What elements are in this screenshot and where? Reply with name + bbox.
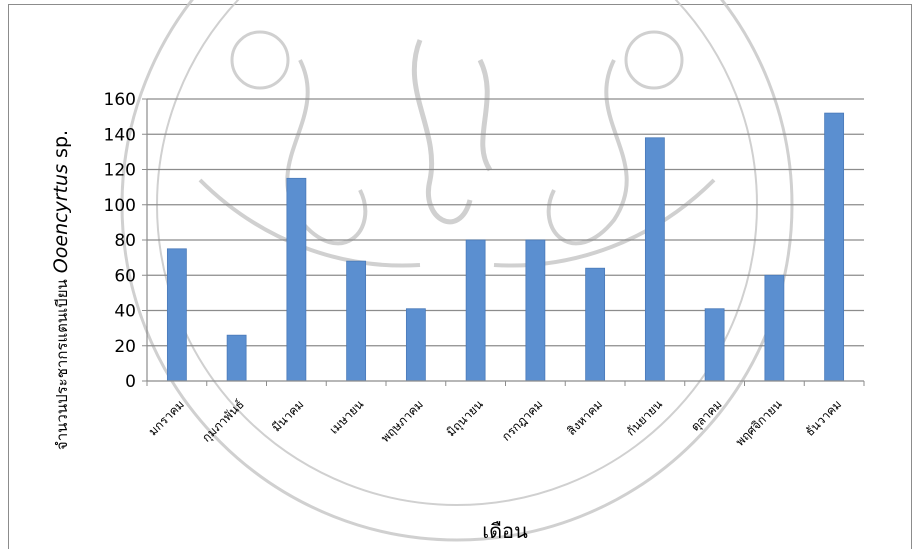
x-tick-label: มีนาคม bbox=[269, 397, 306, 434]
y-tick-label: 120 bbox=[104, 161, 136, 181]
bar bbox=[764, 274, 785, 382]
y-tick-label: 100 bbox=[104, 196, 136, 216]
x-tick-label: สิงหาคม bbox=[564, 397, 605, 438]
bar bbox=[644, 137, 665, 382]
x-tick-label: เมษายน bbox=[327, 397, 367, 437]
x-tick-label: พฤษภาคม bbox=[378, 397, 426, 445]
x-tick-label: กรกฎาคม bbox=[499, 397, 545, 443]
bar bbox=[346, 260, 367, 382]
x-tick-label: พฤศจิกายน bbox=[733, 397, 785, 449]
y-tick-labels: 0 20 40 60 80 100 120 140 160 bbox=[104, 90, 136, 392]
y-tick-label: 20 bbox=[114, 337, 136, 357]
bar bbox=[585, 267, 606, 382]
bar bbox=[824, 112, 845, 382]
y-tick-label: 80 bbox=[114, 231, 136, 251]
gridlines bbox=[142, 98, 864, 382]
y-tick-label: 140 bbox=[104, 125, 136, 145]
bar bbox=[525, 239, 546, 382]
y-tick-label: 160 bbox=[104, 90, 136, 110]
x-tick-labels: มกราคม กุมภาพันธ์ มีนาคม เมษายน พฤษภาคม มิถุน… bbox=[146, 381, 865, 449]
bar bbox=[286, 177, 307, 382]
bar bbox=[226, 334, 247, 382]
x-tick-label: กันยายน bbox=[624, 397, 665, 438]
bars bbox=[166, 112, 845, 382]
x-tick-label: กุมภาพันธ์ bbox=[199, 397, 247, 445]
y-tick-label: 40 bbox=[114, 302, 136, 322]
y-tick-label: 0 bbox=[125, 372, 136, 392]
x-axis-label: เดือน bbox=[482, 519, 528, 543]
x-tick-label: มิถุนายน bbox=[444, 397, 487, 440]
y-tick-label: 60 bbox=[114, 266, 136, 286]
x-tick-label: มกราคม bbox=[146, 397, 187, 438]
bar bbox=[405, 308, 426, 382]
x-tick-label: ตุลาคม bbox=[688, 397, 725, 434]
y-axis-label: จำนวนประชากรแตนเบียนOoencyrtus sp. bbox=[50, 130, 72, 450]
bar bbox=[166, 248, 187, 382]
bar bbox=[704, 308, 725, 382]
bar bbox=[465, 239, 486, 382]
x-tick-label: ธันวาคม bbox=[803, 397, 845, 439]
